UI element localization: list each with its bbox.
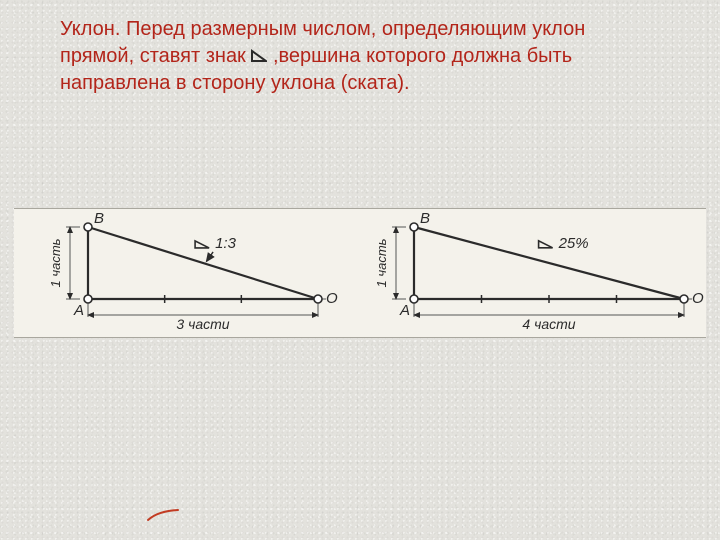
svg-text:A: A — [399, 302, 410, 319]
main-description: Уклон. Перед размерным числом, определяю… — [60, 16, 680, 97]
svg-text:O: O — [326, 290, 338, 307]
angle-path — [252, 51, 266, 61]
diagrams-svg: 3 части 1 часть 1:3 B A O 4 части 1 часть 25% B A… — [14, 209, 706, 337]
red-mark-path — [148, 510, 178, 520]
svg-text:25%: 25% — [558, 235, 589, 252]
text-line3: направлена в сторону уклона (ската). — [60, 72, 410, 94]
red-mark-icon — [146, 508, 180, 522]
svg-text:1 часть: 1 часть — [374, 238, 389, 287]
svg-text:B: B — [420, 210, 430, 227]
slope-angle-symbol-icon — [251, 44, 267, 58]
svg-text:1:3: 1:3 — [215, 235, 237, 252]
text-line2a: прямой, ставят знак — [60, 45, 251, 67]
svg-text:O: O — [692, 290, 704, 307]
text-line1: Уклон. Перед размерным числом, определяю… — [60, 18, 585, 40]
diagram-strip: 3 части 1 часть 1:3 B A O 4 части 1 часть 25% B A… — [14, 208, 706, 338]
svg-text:3 части: 3 части — [176, 316, 229, 332]
svg-text:B: B — [94, 210, 104, 227]
svg-text:4 части: 4 части — [522, 316, 575, 332]
diagram-left: 3 части 1 часть 1:3 B A O — [48, 210, 338, 332]
diagram-right: 4 части 1 часть 25% B A O — [374, 210, 704, 332]
svg-text:1 часть: 1 часть — [48, 238, 63, 287]
text-line2b: ,вершина которого должна быть — [273, 45, 572, 67]
svg-text:A: A — [73, 302, 84, 319]
